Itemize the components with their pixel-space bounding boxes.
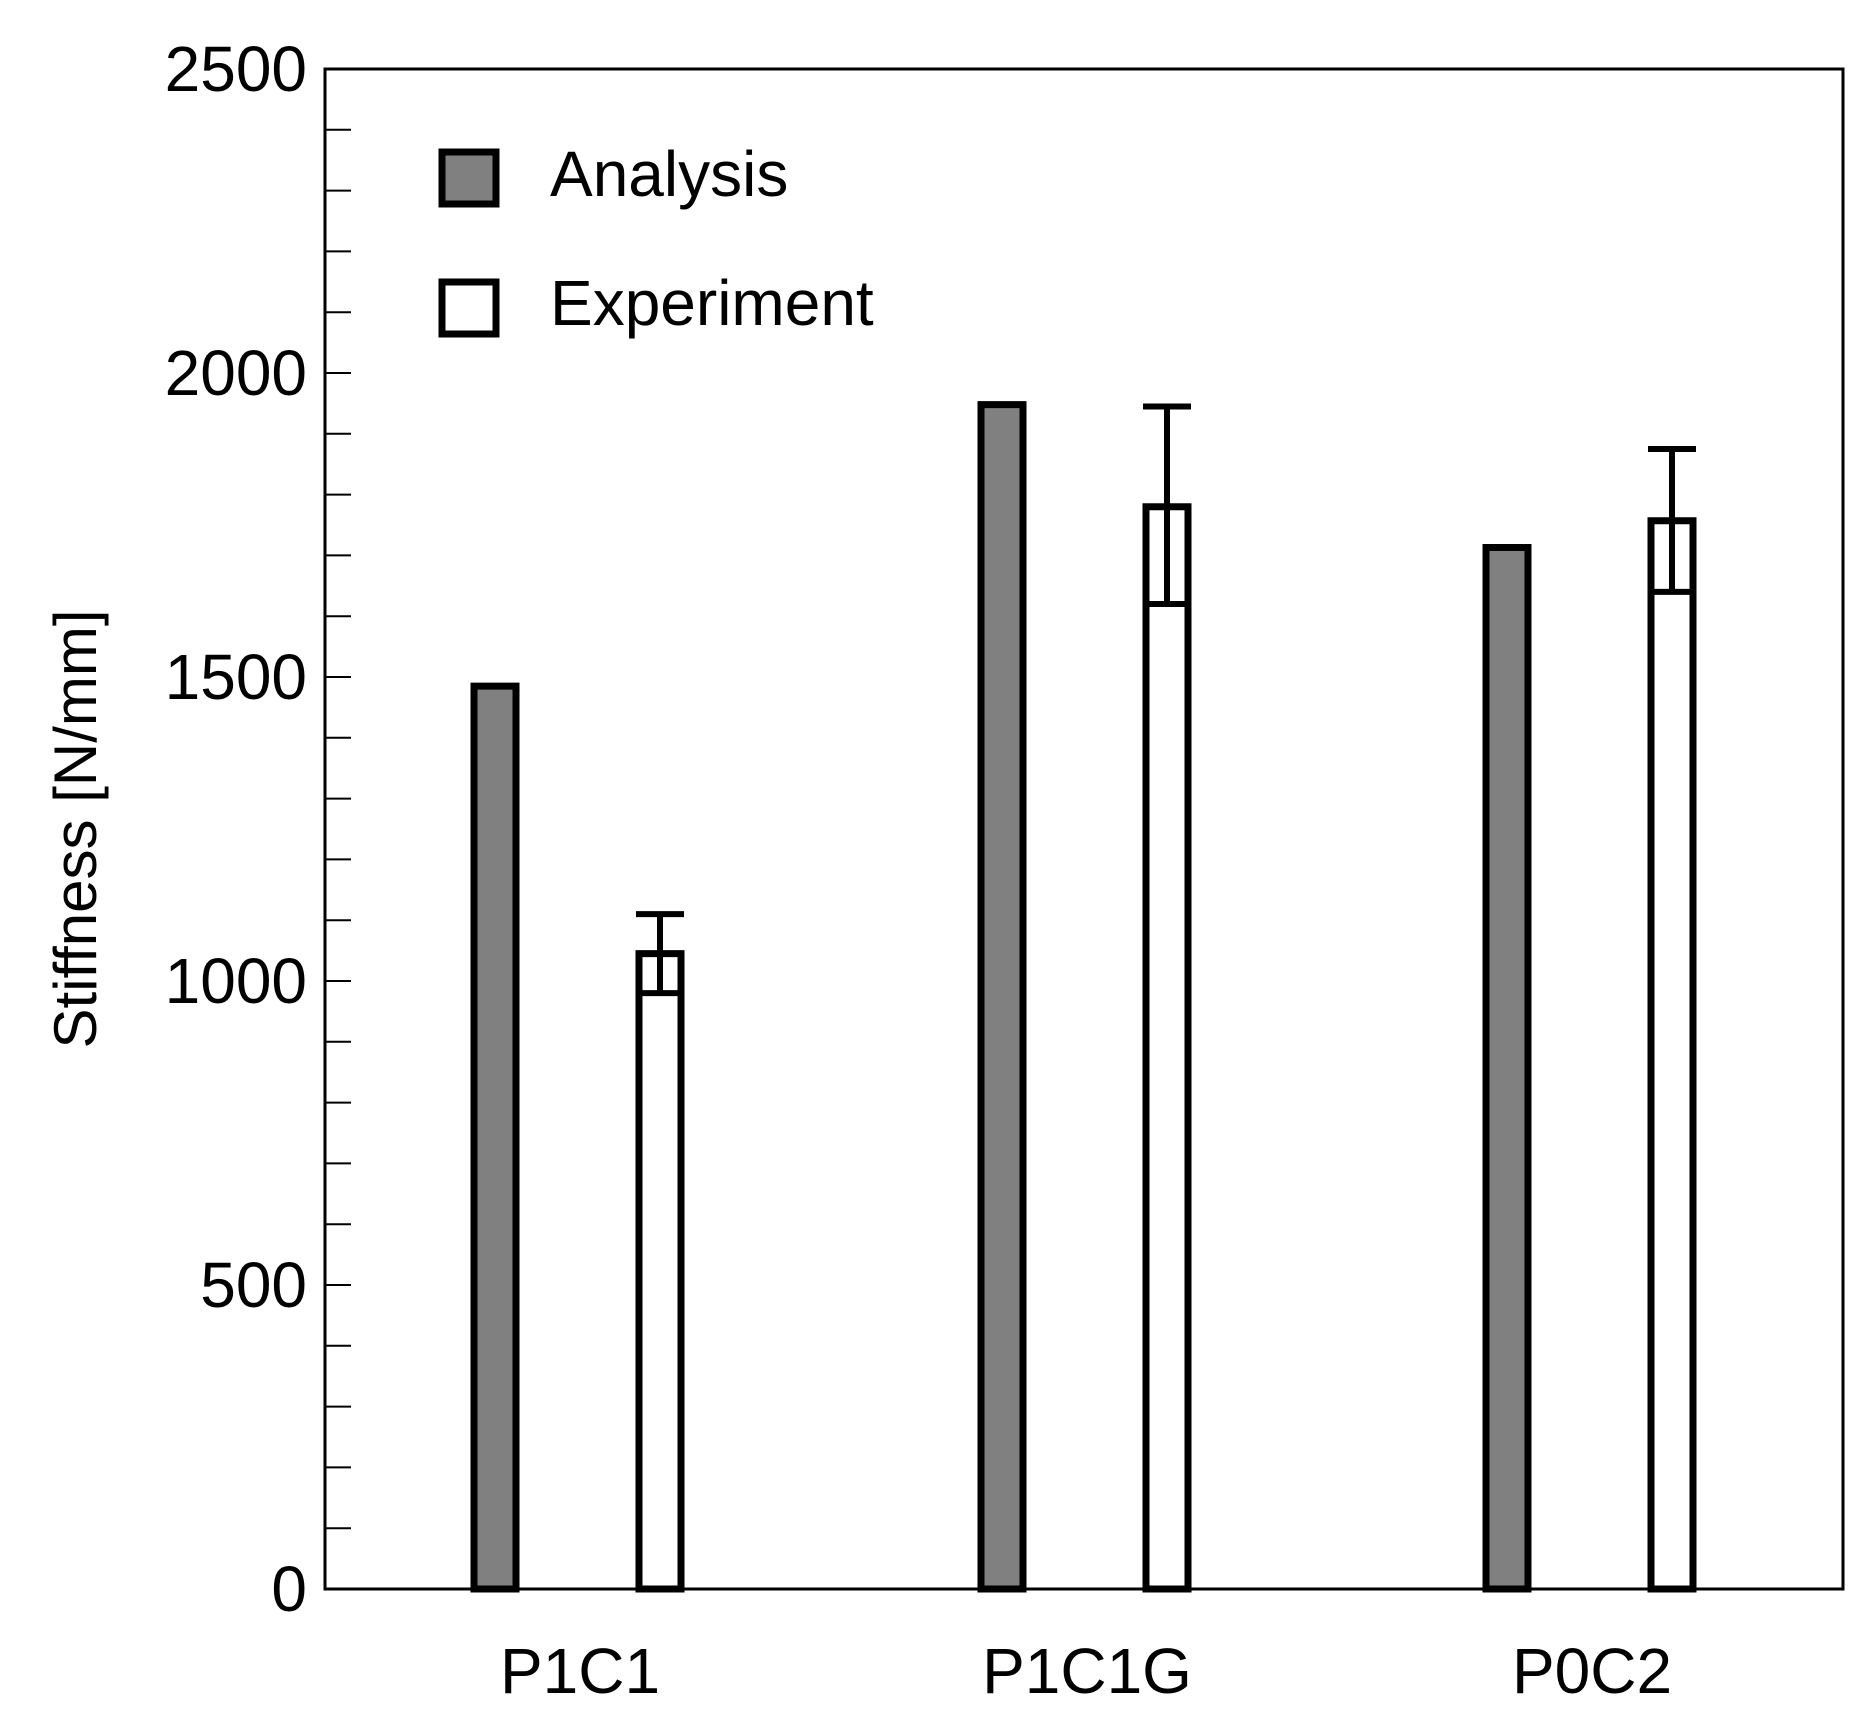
- error-bars: [636, 403, 1696, 997]
- x-tick-label-p1c1: P1C1: [500, 1635, 660, 1707]
- y-tick-label-500: 500: [200, 1249, 307, 1321]
- y-axis-label: Stiffness [N/mm]: [42, 610, 109, 1049]
- legend: Analysis Experiment: [438, 138, 874, 339]
- bar-experiment-p0c2: [1647, 517, 1697, 1593]
- x-tick-label-p0c2: P0C2: [1512, 1635, 1672, 1707]
- x-tick-label-p1c1g: P1C1G: [982, 1635, 1192, 1707]
- legend-label-analysis: Analysis: [550, 138, 788, 210]
- bar-analysis-p1c1: [470, 682, 520, 1593]
- y-tick-label-2000: 2000: [165, 337, 307, 409]
- bars: [470, 401, 1697, 1593]
- legend-swatch-analysis: [438, 148, 500, 208]
- bar-analysis-p0c2: [1482, 543, 1532, 1593]
- y-tick-label-2500: 2500: [165, 33, 307, 105]
- y-tick-label-1000: 1000: [165, 945, 307, 1017]
- y-tick-labels: 0 500 1000 1500 2000 2500: [165, 33, 307, 1625]
- bar-experiment-p1c1g: [1142, 503, 1192, 1593]
- bar-analysis-p1c1g: [977, 401, 1027, 1593]
- legend-label-experiment: Experiment: [550, 267, 874, 339]
- legend-swatch-experiment: [438, 278, 500, 338]
- bar-experiment-p1c1: [635, 950, 685, 1593]
- y-tick-label-0: 0: [271, 1553, 307, 1625]
- x-tick-labels: P1C1 P1C1G P0C2: [500, 1635, 1672, 1707]
- y-tick-label-1500: 1500: [165, 641, 307, 713]
- y-minor-ticks: [325, 68, 351, 1590]
- plot-frame: [323, 67, 1845, 1591]
